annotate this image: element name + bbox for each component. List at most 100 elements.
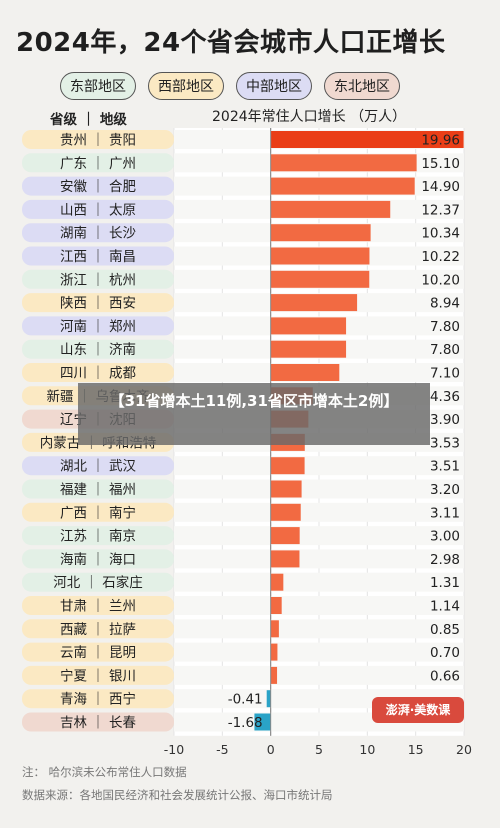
category-column-header: 省级 ｜ 地级 [50,112,127,128]
data-label: -0.41 [228,692,263,708]
category-label: 福建 ｜ 福州 [60,482,136,498]
category-label-bg [22,176,174,196]
category-label: 陕西 ｜ 西安 [60,296,136,312]
bar [270,550,300,568]
legend-item-west: 西部地区 [148,72,224,100]
data-label: 7.10 [430,366,460,382]
category-label: 青海 ｜ 西宁 [60,691,136,708]
category-label: 山东 ｜ 济南 [60,342,136,358]
category-label-bg [22,572,174,592]
data-label: 0.85 [430,622,460,638]
category-label-bg [22,642,174,662]
chart-title: 2024年，24个省会城市人口正增长 [16,28,446,58]
bar [270,247,370,265]
row-background [174,479,464,499]
bar [270,154,417,172]
x-tick-label: 10 [359,742,375,757]
category-label-bg [22,153,174,173]
row-background [174,456,464,476]
category-label: 山西 ｜ 太原 [60,202,136,218]
value-axis-title: 2024年常住人口增长 （万人） [212,109,407,125]
row-background [174,642,464,662]
data-label: 15.10 [421,156,460,172]
category-label: 甘肃 ｜ 兰州 [60,599,136,615]
category-label-bg [22,223,174,243]
category-label-bg [22,316,174,336]
bar [270,597,282,614]
bar [270,131,464,148]
category-label: 广西 ｜ 南宁 [60,504,136,521]
bar [270,294,358,312]
row-background [174,526,464,546]
category-label-bg [22,689,174,709]
bar [270,503,301,521]
category-label: 贵州 ｜ 贵阳 [60,133,136,149]
x-tick-label: -10 [164,742,184,757]
data-label: 3.51 [430,459,460,475]
category-label: 江西 ｜ 南昌 [60,249,136,265]
data-label: 3.20 [430,482,460,498]
data-label: 0.66 [430,668,460,684]
category-label-bg [22,269,174,289]
data-label: 12.37 [421,202,460,218]
bar [270,340,347,358]
region-legend: 东部地区 西部地区 中部地区 东北地区 [60,72,400,100]
data-label: 2.98 [430,552,460,568]
category-label: 云南 ｜ 昆明 [60,645,136,661]
bar [270,177,415,195]
data-label: -1.68 [228,715,263,731]
data-label: 1.14 [430,599,460,615]
footnote-note: 注： 哈尔滨未公布常住人口数据 [22,765,187,779]
category-label: 河南 ｜ 郑州 [60,319,136,335]
x-tick-label: 20 [456,742,472,757]
data-label: 10.22 [421,249,460,265]
bar [270,666,278,684]
bar [270,480,302,498]
bar [270,620,279,638]
x-tick-label: -5 [216,742,228,757]
category-label: 江苏 ｜ 南京 [60,529,136,545]
data-label: 3.11 [430,505,460,521]
data-label: 0.70 [430,645,460,661]
row-background [174,665,464,685]
category-label: 安徽 ｜ 合肥 [60,179,136,195]
data-label: 19.96 [421,133,460,149]
legend-item-east: 东部地区 [60,72,136,100]
row-background [174,502,464,522]
category-label-bg [22,549,174,569]
bar [270,270,370,288]
data-label: 4.36 [430,389,460,405]
legend-item-northeast: 东北地区 [324,72,400,100]
bar [270,364,340,381]
category-label-bg [22,246,174,266]
bar [270,573,284,591]
data-label: 10.20 [421,272,460,288]
category-label-bg [22,199,174,219]
x-tick-label: 15 [408,742,424,757]
category-label-bg [22,363,174,382]
data-label: 10.34 [421,226,460,242]
category-label-bg [22,502,174,522]
category-label-bg [22,712,174,732]
bar [270,224,371,242]
x-tick-label: 5 [315,742,323,757]
category-label: 宁夏 ｜ 银川 [60,667,136,684]
category-label-bg [22,526,174,546]
category-label-bg [22,456,174,476]
category-label: 湖南 ｜ 长沙 [60,226,136,242]
headline-overlay: 【31省增本土11例,31省区市增本土2例】 [78,383,430,445]
bar [266,690,271,708]
category-label: 浙江 ｜ 杭州 [60,272,136,288]
data-label: 3.53 [430,435,460,451]
data-label: 3.90 [430,412,460,428]
x-tick-label: 0 [267,742,275,757]
bar [270,643,278,661]
bar [270,527,300,545]
row-background [174,596,464,615]
row-background [174,619,464,639]
category-label-bg [22,596,174,615]
data-label: 7.80 [430,342,460,358]
data-label: 8.94 [430,296,460,312]
category-label-bg [22,130,174,149]
category-label-bg [22,619,174,639]
